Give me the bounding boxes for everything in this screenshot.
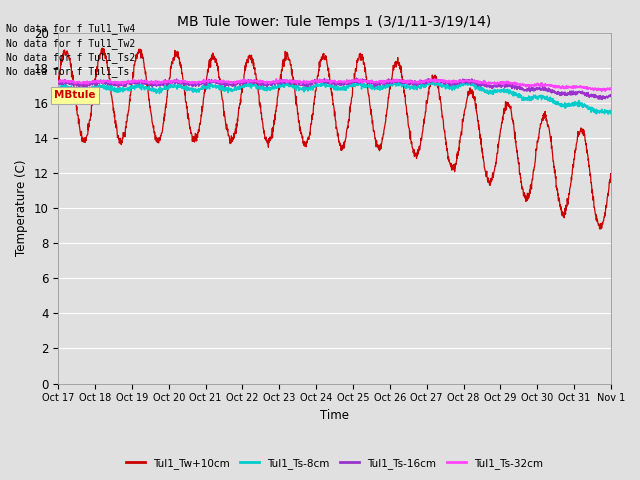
Title: MB Tule Tower: Tule Temps 1 (3/1/11-3/19/14): MB Tule Tower: Tule Temps 1 (3/1/11-3/19…	[177, 15, 492, 29]
Text: No data for f Tul1_Tw2: No data for f Tul1_Tw2	[6, 37, 136, 48]
Text: No data for f Tul1_Tw4: No data for f Tul1_Tw4	[6, 23, 136, 34]
Legend: Tul1_Tw+10cm, Tul1_Ts-8cm, Tul1_Ts-16cm, Tul1_Ts-32cm: Tul1_Tw+10cm, Tul1_Ts-8cm, Tul1_Ts-16cm,…	[122, 454, 547, 473]
X-axis label: Time: Time	[320, 409, 349, 422]
Y-axis label: Temperature (C): Temperature (C)	[15, 160, 28, 256]
Text: No data for f Tul1_Ts2: No data for f Tul1_Ts2	[6, 52, 136, 63]
Text: No data for f Tul1_Ts: No data for f Tul1_Ts	[6, 66, 130, 77]
Text: MBtule: MBtule	[54, 90, 96, 100]
